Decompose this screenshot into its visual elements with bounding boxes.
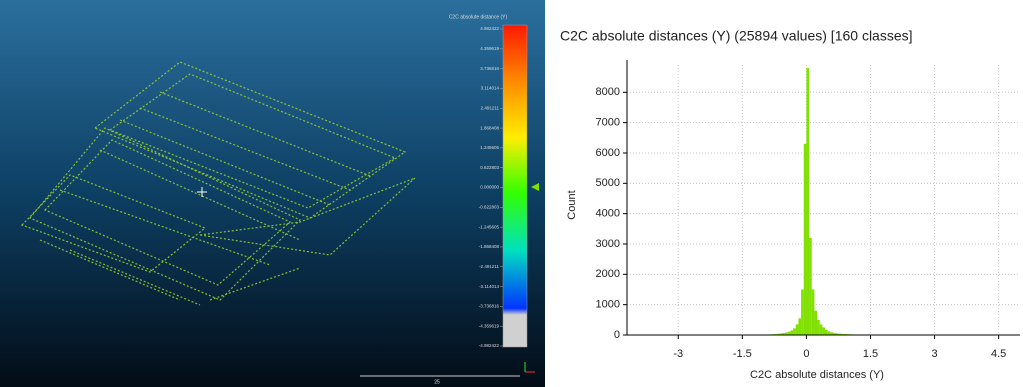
scale-label: -2.491211: [479, 264, 499, 269]
scale-label: 2.491211: [481, 105, 500, 110]
scale-label: 3.114014: [481, 86, 500, 91]
bar: [828, 331, 831, 335]
y-tick-label: 5000: [596, 177, 620, 189]
scale-label: -0.622803: [479, 205, 500, 210]
scale-label: 0.000000: [480, 185, 499, 190]
bar: [825, 330, 828, 335]
scale-label: -4.982422: [479, 343, 500, 348]
bar: [812, 289, 815, 335]
scale-label: 1.868408: [480, 125, 499, 130]
scale-label: 0.622803: [480, 165, 499, 170]
y-tick-label: 2000: [596, 268, 620, 280]
color-ramp: [503, 25, 527, 347]
y-tick-label: 7000: [596, 117, 620, 129]
bar: [806, 68, 809, 335]
bar: [814, 311, 817, 335]
x-tick-label: 1.5: [863, 348, 878, 360]
scale-label: 1.245605: [480, 145, 499, 150]
scale-bar-label: 25: [434, 379, 440, 385]
x-tick-label: -1.5: [733, 348, 752, 360]
scale-label: -1.245605: [479, 224, 500, 229]
screenshot: C2C absolute distance (Y) 4.982422 4.3596…: [0, 0, 1023, 387]
x-tick-label: -3: [673, 348, 683, 360]
x-tick-label: 0: [803, 348, 809, 360]
scale-label: 4.359619: [480, 46, 499, 51]
bar: [793, 328, 796, 335]
y-axis-title: Count: [566, 190, 578, 219]
x-tick-label: 3: [932, 348, 938, 360]
bars: [700, 68, 971, 335]
y-tick-label: 4000: [596, 208, 620, 220]
y-tick-label: 8000: [596, 86, 620, 98]
bar: [801, 289, 804, 335]
scale-label: 4.982422: [480, 26, 499, 31]
y-tick-label: 0: [614, 329, 620, 341]
scale-label: -4.359619: [479, 323, 500, 328]
bar: [820, 324, 823, 335]
bar: [798, 318, 801, 335]
bar: [790, 330, 793, 335]
bar: [809, 238, 812, 335]
scale-label: 3.736816: [480, 66, 499, 71]
scale-label: -3.114014: [479, 284, 499, 289]
bar: [804, 144, 807, 335]
bar: [788, 332, 791, 335]
chart-title: C2C absolute distances (Y) (25894 values…: [560, 28, 913, 44]
scale-title: C2C absolute distance (Y): [449, 14, 508, 20]
y-tick-label: 3000: [596, 238, 620, 250]
y-tick-label: 6000: [596, 147, 620, 159]
y-tick-label: 1000: [596, 299, 620, 311]
bar: [822, 327, 825, 335]
bar: [796, 324, 799, 335]
x-tick-label: 4.5: [991, 348, 1006, 360]
scale-label: -3.736816: [479, 304, 500, 309]
scale-label: -1.868408: [479, 244, 500, 249]
x-axis-title: C2C absolute distances (Y): [750, 369, 884, 381]
viewer-3d: C2C absolute distance (Y) 4.982422 4.3596…: [0, 0, 545, 387]
bar: [817, 320, 820, 335]
